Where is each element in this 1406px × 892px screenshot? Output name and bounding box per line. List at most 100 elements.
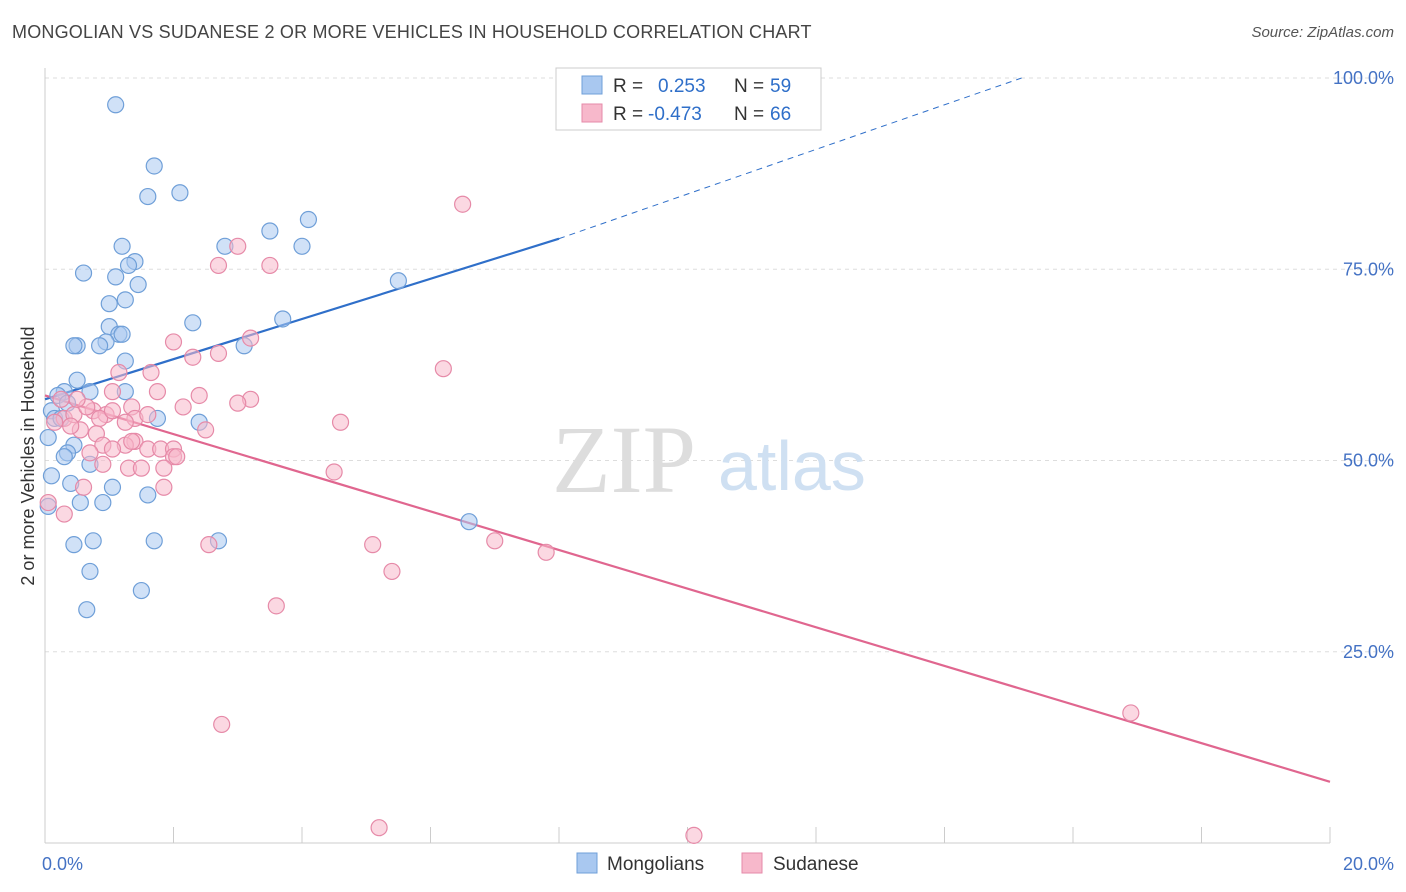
data-point-sudanese [184, 348, 202, 366]
legend-r-label-sudanese: R = [613, 104, 643, 125]
data-point-mongolians [55, 448, 73, 466]
data-point-mongolians [171, 184, 189, 202]
data-point-mongolians [94, 493, 112, 512]
data-point-sudanese [229, 394, 247, 412]
data-point-mongolians [119, 256, 138, 275]
data-point-sudanese [229, 237, 247, 255]
x-tick-label-max: 20.0% [1343, 854, 1394, 874]
data-point-sudanese [164, 333, 183, 351]
legend-stats: R = 0.253 N = 59 R = -0.473 N = 66 [555, 67, 822, 131]
data-point-sudanese [209, 256, 228, 275]
data-point-sudanese [62, 417, 80, 435]
data-point-sudanese [39, 493, 57, 512]
data-point-sudanese [242, 329, 260, 347]
data-point-mongolians [132, 581, 150, 600]
data-point-sudanese [148, 383, 167, 401]
data-point-mongolians [299, 210, 318, 229]
watermark: ZIP atlas [552, 406, 866, 513]
data-point-mongolians [129, 275, 147, 294]
data-point-mongolians [84, 532, 102, 550]
data-point-sudanese [55, 505, 73, 523]
data-point-mongolians [39, 428, 57, 447]
data-point-sudanese [139, 406, 157, 424]
data-point-mongolians [91, 337, 109, 355]
data-point-mongolians [107, 96, 125, 114]
y-tick-labels: 100.0% 75.0% 50.0% 25.0% [1333, 68, 1394, 662]
data-point-sudanese [103, 383, 122, 401]
legend-label-sudanese: Sudanese [773, 854, 859, 875]
data-point-mongolians [261, 222, 279, 240]
data-point-sudanese [142, 363, 160, 382]
data-point-sudanese [81, 444, 99, 462]
legend-swatch-bottom-sudanese [741, 852, 763, 874]
legend-n-label-mongolians: N = [734, 76, 764, 97]
legend-r-label-mongolians: R = [613, 76, 643, 97]
watermark-zip: ZIP [552, 406, 696, 513]
data-points [39, 96, 1140, 844]
data-point-sudanese [103, 440, 122, 458]
data-point-sudanese [110, 363, 128, 382]
data-point-sudanese [103, 402, 122, 420]
x-tick-label-min: 0.0% [42, 854, 83, 874]
data-point-mongolians [145, 532, 163, 550]
data-point-mongolians [103, 478, 122, 496]
legend-n-label-sudanese: N = [734, 104, 764, 125]
data-point-mongolians [113, 237, 131, 255]
data-point-sudanese [325, 463, 343, 481]
data-point-mongolians [460, 513, 478, 531]
data-point-mongolians [65, 536, 83, 554]
y-tick-label: 100.0% [1333, 68, 1394, 88]
data-point-mongolians [68, 371, 86, 389]
legend-r-value-mongolians: 0.253 [658, 76, 706, 97]
data-point-sudanese [155, 478, 173, 496]
y-tick-label: 50.0% [1343, 451, 1394, 471]
data-point-sudanese [213, 715, 231, 734]
data-point-mongolians [42, 467, 61, 485]
data-point-mongolians [78, 601, 96, 619]
data-point-sudanese [68, 390, 86, 408]
data-point-mongolians [116, 291, 134, 309]
data-point-sudanese [370, 819, 388, 837]
data-point-sudanese [46, 413, 64, 431]
chart-source: Source: ZipAtlas.com [1251, 24, 1394, 41]
data-point-mongolians [100, 295, 118, 313]
data-point-mongolians [81, 562, 99, 581]
data-point-mongolians [274, 310, 292, 328]
data-point-sudanese [685, 826, 703, 844]
grid-lines [45, 77, 1394, 653]
trend-lines [44, 77, 1331, 783]
data-point-sudanese [267, 597, 285, 615]
data-point-mongolians [65, 337, 83, 355]
data-point-sudanese [537, 543, 555, 561]
data-point-mongolians [139, 486, 157, 504]
data-point-sudanese [197, 421, 215, 439]
data-point-sudanese [364, 536, 382, 554]
data-point-sudanese [74, 478, 93, 496]
data-point-sudanese [116, 413, 134, 431]
data-point-sudanese [486, 532, 504, 550]
data-point-mongolians [71, 493, 89, 512]
data-point-sudanese [168, 448, 186, 466]
data-point-mongolians [145, 157, 163, 175]
y-axis-title: 2 or more Vehicles in Household [18, 326, 38, 585]
data-point-sudanese [52, 390, 70, 408]
data-point-sudanese [123, 432, 141, 450]
y-tick-label: 25.0% [1343, 642, 1394, 662]
data-point-mongolians [184, 314, 202, 332]
data-point-sudanese [383, 562, 401, 581]
legend-swatch-mongolians [581, 75, 603, 95]
trend-line-mongolians-extension [558, 77, 1022, 240]
y-tick-label: 75.0% [1343, 259, 1394, 279]
data-point-mongolians [74, 264, 93, 282]
data-point-sudanese [155, 459, 173, 477]
trend-line-mongolians [44, 237, 560, 401]
legend-label-mongolians: Mongolians [607, 854, 704, 875]
data-point-sudanese [209, 344, 228, 362]
data-point-mongolians [139, 187, 157, 206]
data-point-sudanese [190, 386, 208, 405]
watermark-atlas: atlas [718, 427, 866, 505]
data-point-mongolians [113, 325, 131, 343]
legend-n-value-mongolians: 59 [770, 76, 791, 97]
data-point-mongolians [293, 237, 311, 255]
data-point-sudanese [132, 459, 150, 477]
